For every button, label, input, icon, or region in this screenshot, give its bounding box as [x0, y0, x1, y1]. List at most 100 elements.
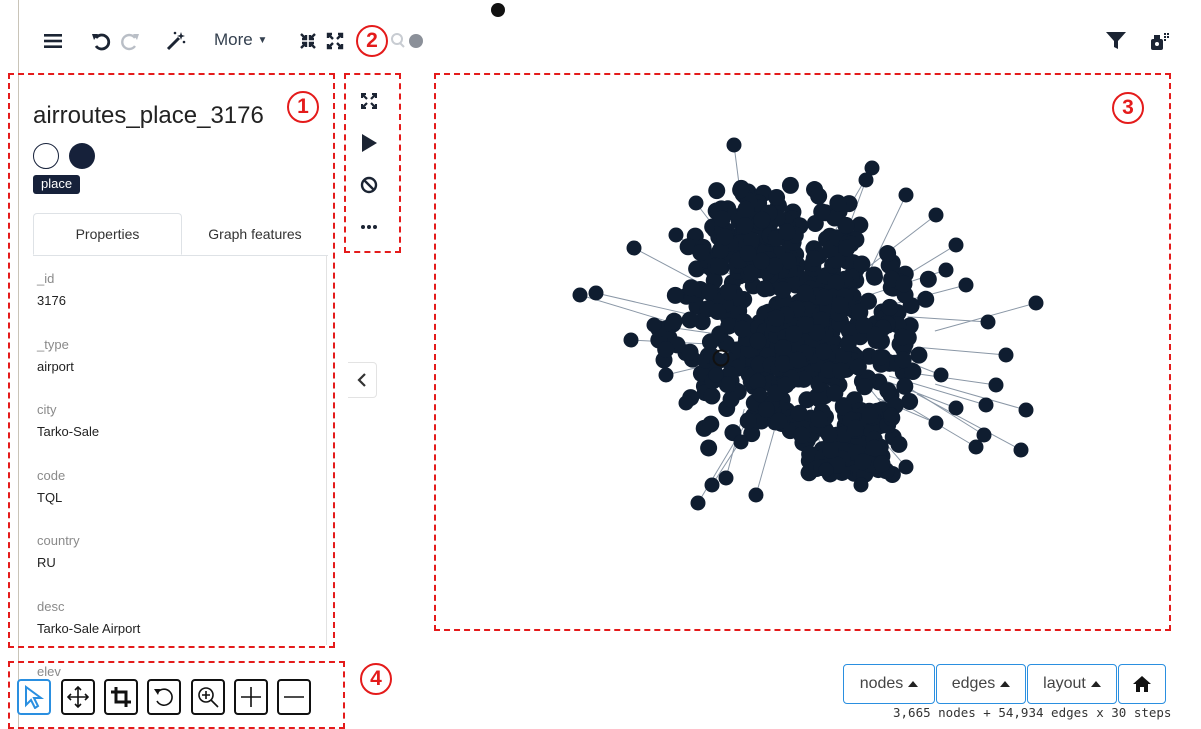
home-button[interactable]: [1118, 664, 1166, 704]
graph-node[interactable]: [855, 316, 873, 334]
graph-node[interactable]: [831, 296, 849, 314]
undo-icon[interactable]: [91, 28, 111, 54]
graph-node[interactable]: [768, 189, 786, 207]
edges-button[interactable]: edges: [936, 664, 1026, 704]
graph-node[interactable]: [815, 343, 833, 361]
graph-node[interactable]: [790, 404, 808, 422]
graph-node[interactable]: [853, 255, 871, 273]
graph-node[interactable]: [839, 334, 857, 352]
graph-node[interactable]: [898, 459, 914, 475]
hamburger-icon[interactable]: [44, 28, 62, 54]
graph-node[interactable]: [666, 286, 684, 304]
graph-node[interactable]: [948, 400, 964, 416]
graph-node[interactable]: [821, 442, 839, 460]
pan-tool-icon[interactable]: [61, 679, 95, 715]
graph-node[interactable]: [815, 288, 833, 306]
graph-node[interactable]: [692, 244, 710, 262]
graph-node[interactable]: [781, 176, 799, 194]
collapse-panel-button[interactable]: [348, 362, 377, 398]
graph-node[interactable]: [709, 352, 727, 370]
graph-node[interactable]: [894, 351, 912, 369]
graph-node[interactable]: [896, 377, 914, 395]
graph-node[interactable]: [1013, 442, 1029, 458]
graph-node[interactable]: [733, 434, 749, 450]
graph-node[interactable]: [779, 252, 797, 270]
graph-node[interactable]: [756, 280, 774, 298]
graph-node[interactable]: [739, 412, 757, 430]
graph-node[interactable]: [623, 332, 639, 348]
graph-node[interactable]: [901, 392, 919, 410]
graph-node[interactable]: [813, 203, 831, 221]
graph-node[interactable]: [793, 426, 811, 444]
play-icon[interactable]: [358, 132, 380, 154]
graph-node[interactable]: [703, 387, 721, 405]
panel-scrollbar[interactable]: [326, 255, 327, 645]
graph-node[interactable]: [882, 258, 900, 276]
graph-node[interactable]: [818, 462, 834, 478]
filter-icon[interactable]: [1106, 28, 1126, 54]
graph-node[interactable]: [766, 257, 784, 275]
graph-node[interactable]: [871, 349, 889, 367]
graph-node[interactable]: [678, 395, 694, 411]
graph-node[interactable]: [657, 341, 675, 359]
crop-tool-icon[interactable]: [104, 679, 138, 715]
graph-node[interactable]: [928, 207, 944, 223]
graph-node[interactable]: [749, 332, 767, 350]
graph-node[interactable]: [827, 274, 845, 292]
graph-node[interactable]: [733, 320, 751, 338]
graph-node[interactable]: [904, 362, 922, 380]
graph-node[interactable]: [879, 382, 897, 400]
zoom-in-tool-icon[interactable]: [234, 679, 268, 715]
graph-node[interactable]: [688, 195, 704, 211]
graph-node[interactable]: [795, 370, 813, 388]
graph-node[interactable]: [978, 397, 994, 413]
graph-node[interactable]: [893, 328, 911, 346]
fit-icon[interactable]: [358, 90, 380, 112]
graph-node[interactable]: [668, 227, 684, 243]
graph-node[interactable]: [853, 477, 869, 493]
graph-node[interactable]: [980, 314, 996, 330]
collapse-icon[interactable]: [299, 28, 317, 54]
graph-node[interactable]: [774, 281, 792, 299]
graph-node[interactable]: [742, 231, 760, 249]
more-menu[interactable]: More ▼: [214, 30, 267, 50]
graph-node[interactable]: [749, 373, 767, 391]
graph-node[interactable]: [736, 217, 754, 235]
graph-node[interactable]: [838, 239, 856, 257]
graph-node[interactable]: [748, 487, 764, 503]
layout-button[interactable]: layout: [1027, 664, 1117, 704]
graph-node[interactable]: [718, 376, 736, 394]
nodes-button[interactable]: nodes: [843, 664, 935, 704]
graph-node[interactable]: [743, 264, 761, 282]
graph-node[interactable]: [665, 312, 683, 330]
settings-icon[interactable]: [1149, 28, 1171, 54]
graph-node[interactable]: [737, 200, 755, 218]
graph-node[interactable]: [854, 453, 872, 471]
graph-node[interactable]: [998, 347, 1014, 363]
graph-node[interactable]: [682, 279, 700, 297]
graph-node[interactable]: [859, 292, 877, 310]
graph-node[interactable]: [701, 333, 719, 351]
graph-node[interactable]: [752, 387, 768, 403]
graph-node[interactable]: [865, 266, 883, 284]
graph-node[interactable]: [933, 367, 949, 383]
graph-node[interactable]: [826, 384, 844, 402]
graph-node[interactable]: [856, 378, 874, 396]
graph-node[interactable]: [805, 249, 823, 267]
graph-node[interactable]: [858, 172, 874, 188]
graph-node[interactable]: [958, 277, 974, 293]
graph-node[interactable]: [832, 362, 850, 380]
graph-node[interactable]: [752, 252, 770, 270]
graph-node[interactable]: [910, 346, 928, 364]
tab-graph-features[interactable]: Graph features: [208, 226, 302, 242]
graph-node[interactable]: [722, 390, 740, 408]
graph-node[interactable]: [767, 309, 785, 327]
graph-node[interactable]: [777, 376, 795, 394]
stop-icon[interactable]: [358, 174, 380, 196]
graph-canvas[interactable]: [436, 75, 1169, 629]
graph-node[interactable]: [710, 257, 728, 275]
graph-node[interactable]: [948, 237, 964, 253]
graph-node[interactable]: [820, 425, 838, 443]
graph-node[interactable]: [796, 284, 814, 302]
redo-icon[interactable]: [120, 28, 140, 54]
